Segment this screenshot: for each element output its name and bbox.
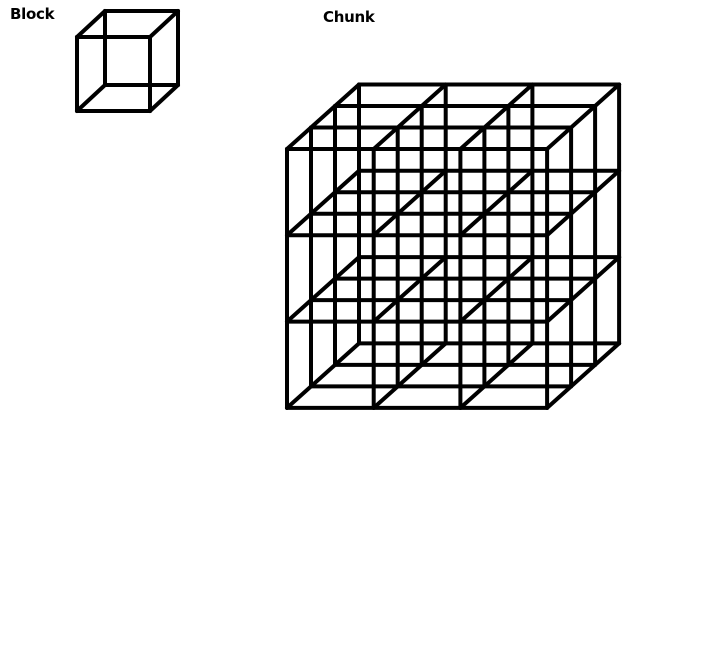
- chunk-cube-edge-depth: [371, 341, 448, 410]
- chunk-cube: [285, 82, 622, 410]
- chunk-label: Chunk: [323, 8, 375, 26]
- chunk-cube-edge-depth: [458, 168, 535, 238]
- chunk-cube-edge-depth: [545, 82, 622, 151]
- block-cube-edge-depth: [75, 83, 107, 113]
- chunk-cube-edge-depth: [371, 255, 448, 324]
- chunk-cube-edge-depth: [285, 341, 361, 410]
- chunk-cube-edge-depth: [545, 168, 622, 238]
- chunk-cube-edge-depth: [458, 255, 535, 324]
- chunk-cube-edge-depth: [458, 82, 535, 151]
- block-cube: [75, 9, 180, 113]
- block-label: Block: [10, 5, 55, 23]
- chunk-cube-edge-depth: [285, 82, 361, 151]
- chunk-cube-edge-depth: [458, 341, 535, 410]
- chunk-cube-edge-depth: [285, 255, 361, 324]
- block-cube-edge-depth: [148, 83, 180, 113]
- block-cube-edge-depth: [148, 9, 180, 39]
- chunk-cube-edge-depth: [545, 255, 622, 324]
- chunk-cube-edge-depth: [371, 82, 448, 151]
- chunk-cube-edge-depth: [285, 168, 361, 238]
- chunk-cube-edge-depth: [545, 341, 622, 410]
- block-cube-edge-depth: [75, 9, 107, 39]
- chunk-cube-edge-depth: [371, 168, 448, 238]
